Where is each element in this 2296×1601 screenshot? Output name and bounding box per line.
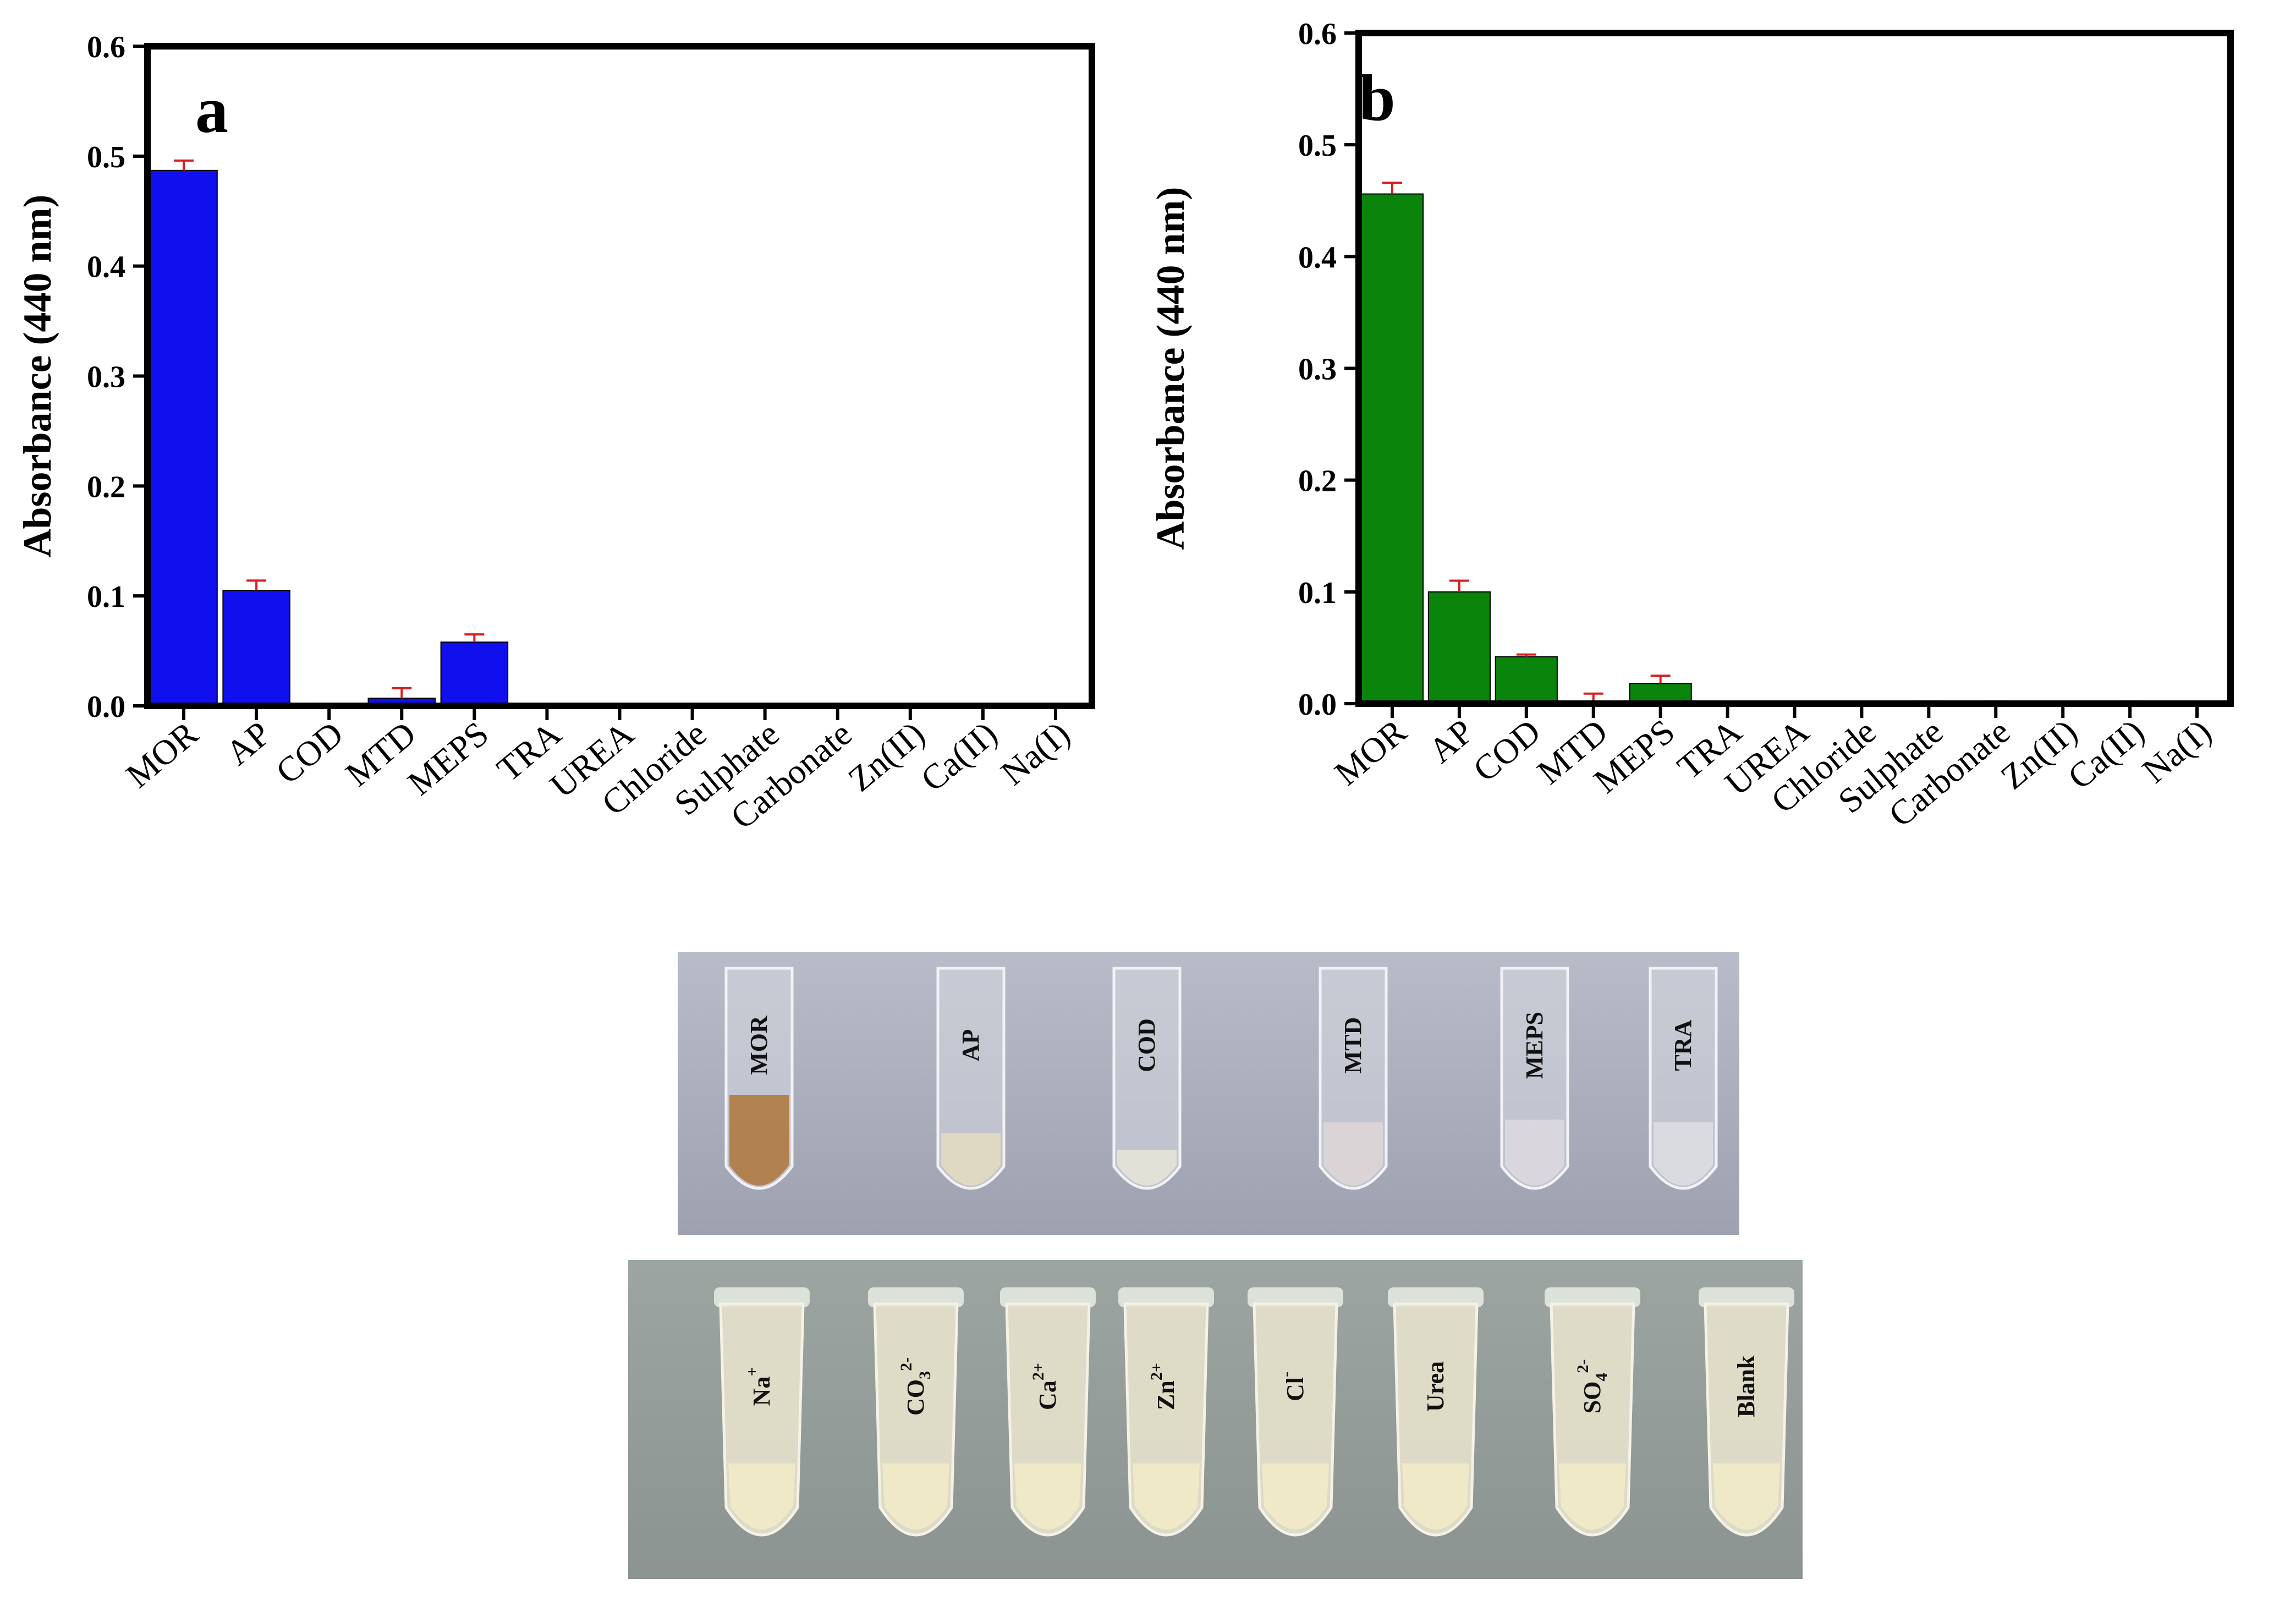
- tube-cap: [1118, 1287, 1214, 1307]
- bar-cod: [1495, 656, 1558, 705]
- x-category-label: MOR: [119, 714, 206, 795]
- tube-label-subscript: 4: [1592, 1373, 1611, 1381]
- bar-meps: [440, 642, 509, 707]
- tube-label-base: Ca: [1034, 1380, 1061, 1410]
- tube-label-base: Na: [748, 1377, 775, 1406]
- tube-label-base: Urea: [1422, 1361, 1449, 1412]
- tube-label-superscript: +: [743, 1367, 761, 1377]
- panel-letter: a: [195, 73, 228, 146]
- tube-liquid: [882, 1463, 949, 1529]
- tube-liquid: [1402, 1463, 1469, 1529]
- tube-cap: [1388, 1287, 1484, 1307]
- tube-label: Ca2+: [1029, 1363, 1061, 1410]
- plot-frame: [144, 43, 1095, 709]
- tube-liquid: [1133, 1463, 1200, 1529]
- x-category-label: Na(I): [2135, 711, 2218, 790]
- tube-label-base: Cl: [1282, 1377, 1309, 1401]
- tube-label: Blank: [1733, 1355, 1760, 1417]
- tube-label-base: Blank: [1733, 1355, 1760, 1417]
- tube-label-superscript: 2+: [1029, 1363, 1047, 1380]
- y-tick-label: 0.6: [87, 30, 125, 64]
- bar-mor: [1360, 193, 1424, 704]
- tube-cap: [714, 1287, 810, 1307]
- x-category-label: MEPS: [400, 714, 496, 803]
- y-tick-label: 0.5: [87, 140, 125, 174]
- panel-letter: b: [1359, 61, 1396, 134]
- tube-liquid: [728, 1463, 795, 1529]
- tube-label-superscript: -: [1277, 1372, 1295, 1377]
- tube-liquid: [1014, 1463, 1081, 1529]
- tube-cap: [868, 1287, 964, 1307]
- y-tick-label: 0.2: [87, 470, 125, 504]
- tube-liquid: [941, 1133, 1001, 1186]
- tube-liquid: [1713, 1463, 1780, 1529]
- y-axis-title: Absorbance (440 nm): [1149, 187, 1193, 550]
- y-tick-label: 0.0: [1298, 688, 1337, 722]
- tube-liquid: [1505, 1120, 1564, 1186]
- tube-liquid: [1654, 1122, 1713, 1186]
- bar-mor: [150, 169, 218, 707]
- tube-label: AP: [957, 1029, 984, 1062]
- tube-label: SO42-: [1574, 1359, 1611, 1414]
- x-category-label: Na(I): [993, 714, 1077, 792]
- x-category-label: Ca(II): [2061, 711, 2151, 797]
- tube-cap: [1699, 1287, 1794, 1307]
- y-axis-title: Absorbance (440 nm): [15, 195, 59, 558]
- tube-label: CO32-: [897, 1357, 934, 1416]
- tube-liquid: [1323, 1122, 1383, 1186]
- tube-label: Urea: [1422, 1361, 1449, 1412]
- x-category-label: Zn(II): [841, 714, 931, 799]
- tube-label-subscript: 3: [916, 1371, 934, 1379]
- tube-liquid: [1262, 1463, 1329, 1529]
- plot-frame: [1355, 30, 2234, 707]
- tube-label-base: CO: [902, 1379, 929, 1416]
- tube-liquid: [729, 1095, 789, 1186]
- bar-ap: [1427, 591, 1491, 705]
- tube: [1112, 967, 1182, 1190]
- tube-cap: [1000, 1287, 1096, 1307]
- tube-label: MOR: [745, 1015, 772, 1075]
- photo-tubes-bottom: Na+CO32-Ca2+Zn2+Cl- Urea SO42- Blank: [628, 1260, 1803, 1579]
- tube-label: Na+: [743, 1367, 775, 1406]
- tube-label: Cl-: [1277, 1372, 1309, 1401]
- tube-label-superscript: 2-: [1574, 1359, 1592, 1373]
- tube-label: TRA: [1669, 1019, 1696, 1071]
- y-tick-label: 0.4: [87, 250, 125, 284]
- y-tick-label: 0.1: [1298, 576, 1337, 610]
- tube-label: MEPS: [1521, 1012, 1548, 1079]
- y-tick-label: 0.3: [1298, 353, 1337, 387]
- y-tick-label: 0.4: [1298, 240, 1337, 275]
- photo-tubes-top: MOR AP COD MTD MEPS TRA: [678, 952, 1739, 1235]
- tube-cap: [1248, 1287, 1343, 1307]
- bar-ap: [222, 590, 290, 707]
- y-tick-label: 0.0: [87, 690, 125, 724]
- x-category-label: AP: [218, 714, 278, 772]
- tube-label: Zn2+: [1147, 1363, 1179, 1410]
- y-tick-label: 0.2: [1298, 464, 1337, 498]
- tube-label-base: SO: [1579, 1381, 1606, 1414]
- tube-label-base: Zn: [1152, 1380, 1179, 1410]
- tube-liquid: [1559, 1463, 1626, 1529]
- tube-liquid: [1117, 1150, 1177, 1186]
- tube-cap: [1545, 1287, 1640, 1307]
- tube-label-superscript: 2-: [897, 1357, 915, 1371]
- y-tick-label: 0.3: [87, 360, 125, 394]
- x-category-label: MOR: [1327, 711, 1414, 793]
- tube-label: COD: [1133, 1018, 1160, 1072]
- y-tick-label: 0.6: [1298, 17, 1337, 51]
- x-category-label: Zn(II): [1993, 711, 2084, 797]
- x-category-label: COD: [1466, 711, 1548, 789]
- x-category-label: Ca(II): [913, 714, 1004, 799]
- y-tick-label: 0.5: [1298, 129, 1337, 163]
- x-category-label: COD: [268, 714, 350, 791]
- photo-background: [678, 952, 1739, 1235]
- tube-label: MTD: [1339, 1017, 1366, 1074]
- tube-label-superscript: 2+: [1147, 1363, 1166, 1380]
- y-tick-label: 0.1: [87, 580, 125, 614]
